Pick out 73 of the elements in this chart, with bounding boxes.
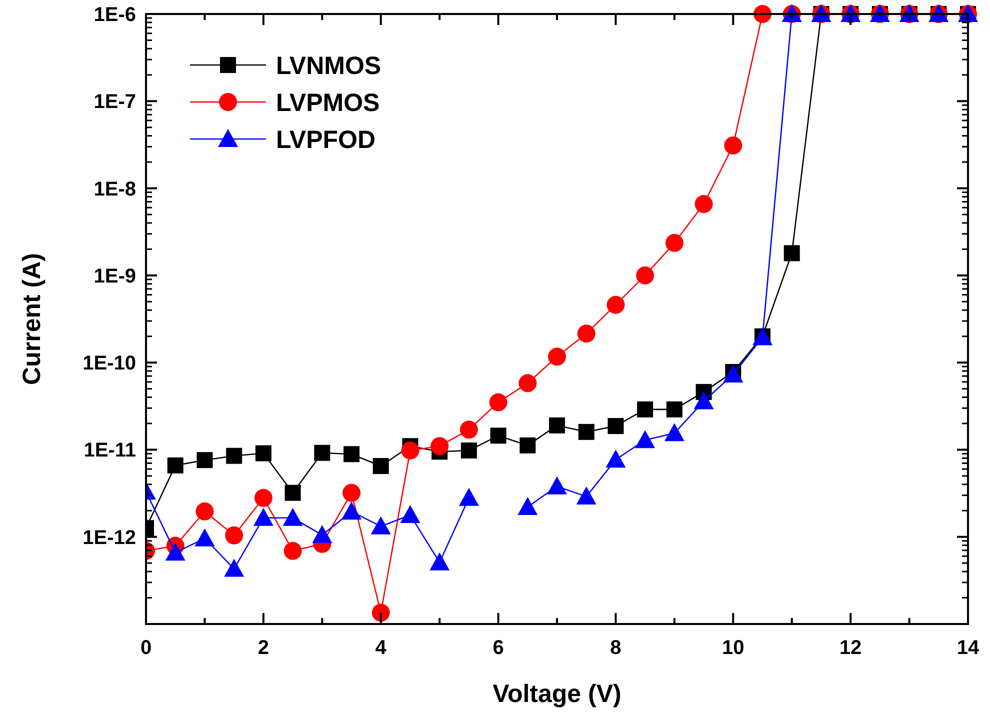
point [460, 420, 478, 439]
y-tick-label: 1E-6 [94, 4, 136, 26]
legend-label: LVPMOS [276, 89, 380, 117]
point [458, 488, 479, 506]
point [520, 437, 536, 454]
y-tick-label: 1E-12 [82, 526, 136, 549]
point [312, 525, 332, 544]
point [490, 428, 506, 444]
legend-label: LVNMOS [276, 52, 382, 80]
point [637, 401, 654, 418]
point [608, 418, 624, 434]
point [284, 542, 302, 560]
y-tick-label: 1E-11 [84, 440, 136, 462]
point [606, 296, 625, 314]
y-tick-label: 1E-7 [94, 91, 136, 114]
point [400, 505, 420, 524]
y-tick-label: 1E-8 [94, 178, 136, 200]
point [724, 136, 742, 154]
point [694, 391, 714, 410]
point [224, 558, 244, 577]
point [342, 502, 362, 520]
point [576, 486, 596, 505]
point [253, 508, 274, 526]
point [342, 484, 360, 502]
point [606, 450, 626, 468]
point [167, 457, 184, 474]
point [489, 393, 508, 412]
point [666, 401, 682, 418]
point [694, 195, 713, 214]
x-tick-label: 12 [839, 637, 862, 659]
point [255, 445, 272, 462]
x-tick-label: 8 [610, 637, 622, 659]
point [518, 497, 538, 516]
point [314, 444, 330, 461]
point [254, 488, 272, 507]
point [665, 234, 684, 252]
y-tick-label: 1E-9 [94, 265, 136, 288]
point [226, 448, 242, 464]
point [636, 266, 654, 284]
legend-label: LVPFOD [276, 126, 376, 154]
point [401, 441, 420, 460]
point [225, 526, 244, 544]
point [577, 324, 596, 343]
point [578, 424, 594, 440]
point [518, 374, 537, 392]
point [372, 458, 389, 474]
y-axis-title: Current (A) [18, 253, 46, 385]
point [547, 476, 567, 494]
point [664, 423, 684, 442]
point [196, 452, 213, 468]
point [196, 502, 214, 520]
x-tick-label: 4 [375, 637, 388, 659]
point [372, 604, 390, 622]
x-axis-title: Voltage (V) [492, 680, 622, 708]
point [284, 484, 301, 501]
x-tick-label: 0 [140, 637, 152, 659]
point [460, 442, 477, 458]
point [548, 348, 566, 366]
point [430, 437, 449, 456]
point [635, 430, 656, 448]
x-tick-label: 2 [258, 637, 269, 659]
x-tick-label: 10 [722, 637, 744, 659]
point [282, 508, 303, 526]
point [430, 552, 450, 570]
x-tick-label: 14 [956, 637, 980, 659]
point [194, 528, 215, 546]
x-tick-label: 6 [492, 637, 504, 659]
point [549, 417, 565, 434]
y-tick-label: 1E-10 [82, 352, 136, 375]
point [344, 446, 360, 462]
point [370, 516, 391, 534]
point [165, 542, 186, 561]
point [784, 245, 800, 262]
